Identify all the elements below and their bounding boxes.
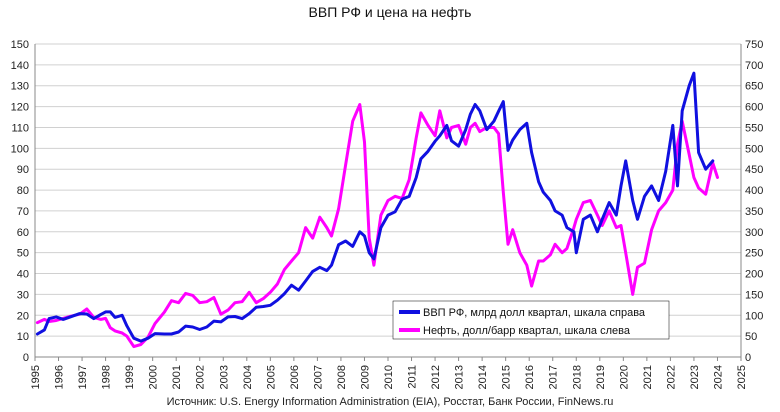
x-tick-label: 2019 — [595, 365, 607, 389]
left-tick-label: 100 — [11, 143, 29, 155]
x-tick-label: 2007 — [312, 365, 324, 389]
right-tick-label: 50 — [745, 331, 757, 343]
x-tick-label: 1997 — [77, 365, 89, 389]
x-tick-label: 1996 — [54, 365, 66, 389]
x-tick-label: 2025 — [736, 365, 748, 389]
left-tick-label: 50 — [17, 248, 29, 260]
right-tick-label: 550 — [745, 122, 763, 134]
x-tick-label: 2009 — [359, 365, 371, 389]
x-tick-label: 1998 — [101, 365, 113, 389]
right-tick-label: 600 — [745, 102, 763, 114]
left-tick-label: 60 — [17, 227, 29, 239]
x-tick-label: 2014 — [477, 365, 489, 389]
x-tick-label: 2003 — [218, 365, 230, 389]
left-tick-label: 150 — [11, 39, 29, 51]
x-tick-label: 2020 — [618, 365, 630, 389]
legend-box — [392, 300, 670, 340]
left-tick-label: 20 — [17, 310, 29, 322]
x-tick-label: 2015 — [501, 365, 513, 389]
legend-label-gdp: ВВП РФ, млрд долл квартал, шкала справа — [423, 307, 646, 319]
x-tick-label: 2013 — [454, 365, 466, 389]
left-tick-label: 120 — [11, 102, 29, 114]
left-tick-label: 70 — [17, 206, 29, 218]
right-tick-label: 400 — [745, 185, 763, 197]
x-tick-label: 2008 — [336, 365, 348, 389]
x-tick-label: 2024 — [712, 365, 724, 389]
x-tick-label: 2000 — [148, 365, 160, 389]
right-tick-label: 650 — [745, 81, 763, 93]
x-tick-label: 1999 — [124, 365, 136, 389]
x-axis-ticks: 1995 1996 1997 1998 1999 2000 2001 2002 2003 2004… — [30, 357, 748, 389]
x-tick-label: 2001 — [171, 365, 183, 389]
right-tick-label: 100 — [745, 310, 763, 322]
left-tick-label: 40 — [17, 269, 29, 281]
right-tick-label: 250 — [745, 248, 763, 260]
x-tick-label: 1995 — [30, 365, 42, 389]
x-tick-label: 2023 — [689, 365, 701, 389]
right-y-axis-ticks: 0 50 100 150 200 250 300 350 400 450 500 550 600 650 7… — [745, 39, 763, 364]
x-tick-label: 2011 — [407, 365, 419, 389]
left-tick-label: 80 — [17, 185, 29, 197]
x-tick-label: 2022 — [665, 365, 677, 389]
left-tick-label: 140 — [11, 60, 29, 72]
legend: ВВП РФ, млрд долл квартал, шкала справа … — [392, 300, 670, 340]
series-line-gdp — [35, 71, 715, 343]
chart-title: ВВП РФ и цена на нефть — [309, 4, 472, 20]
right-tick-label: 150 — [745, 289, 763, 301]
series-line-oil — [35, 103, 719, 349]
x-tick-label: 2002 — [195, 365, 207, 389]
right-tick-label: 450 — [745, 164, 763, 176]
left-y-axis-ticks: 0 10 20 30 40 50 60 70 80 90 100 110 120 130 140 150 — [11, 39, 29, 364]
right-tick-label: 300 — [745, 227, 763, 239]
x-tick-label: 2018 — [571, 365, 583, 389]
right-tick-label: 750 — [745, 39, 763, 51]
right-tick-label: 0 — [745, 352, 751, 364]
right-tick-label: 200 — [745, 269, 763, 281]
left-tick-label: 10 — [17, 331, 29, 343]
x-tick-label: 2021 — [642, 365, 654, 389]
series-lines — [35, 71, 719, 349]
x-tick-label: 2010 — [383, 365, 395, 389]
left-tick-label: 130 — [11, 81, 29, 93]
x-tick-label: 2012 — [430, 365, 442, 389]
x-tick-label: 2016 — [524, 365, 536, 389]
x-tick-label: 2004 — [242, 365, 254, 389]
right-tick-label: 500 — [745, 143, 763, 155]
x-tick-label: 2017 — [548, 365, 560, 389]
legend-label-oil: Нефть, долл/барр квартал, шкала слева — [423, 325, 631, 337]
x-tick-label: 2006 — [289, 365, 301, 389]
left-tick-label: 30 — [17, 289, 29, 301]
chart-source-note: Источник: U.S. Energy Information Admini… — [167, 396, 614, 408]
left-tick-label: 110 — [11, 122, 29, 134]
right-tick-label: 350 — [745, 206, 763, 218]
left-tick-label: 0 — [23, 352, 29, 364]
right-tick-label: 700 — [745, 60, 763, 72]
left-tick-label: 90 — [17, 164, 29, 176]
x-tick-label: 2005 — [265, 365, 277, 389]
